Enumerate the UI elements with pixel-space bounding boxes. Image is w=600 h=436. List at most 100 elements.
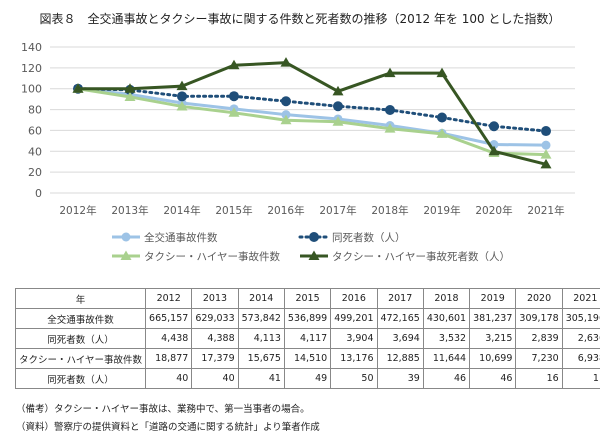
table-cell: 573,842 bbox=[237, 308, 285, 329]
table-cell: 40 bbox=[191, 368, 239, 389]
column-header: 2016 bbox=[330, 288, 378, 309]
table-cell: 499,201 bbox=[330, 308, 378, 329]
column-header: 2014 bbox=[237, 288, 285, 309]
table-cell: 305,196 bbox=[561, 308, 600, 329]
data-point bbox=[280, 114, 292, 125]
data-point bbox=[384, 67, 396, 78]
legend-label: 全交通事故件数 bbox=[144, 231, 218, 244]
table-row: 同死者数（人）40404149503946461611 bbox=[14, 368, 600, 389]
legend-label: タクシー・ハイヤー事故死者数（人） bbox=[332, 250, 510, 263]
data-point bbox=[176, 100, 188, 111]
data-point bbox=[385, 104, 395, 115]
data-point bbox=[229, 91, 239, 102]
table-cell: 50 bbox=[330, 368, 378, 389]
data-point bbox=[332, 116, 344, 126]
x-tick-label: 2012年 bbox=[59, 204, 96, 217]
table-cell: 46 bbox=[422, 368, 471, 389]
table-cell: 430,601 bbox=[422, 308, 471, 329]
x-tick-label: 2020年 bbox=[475, 204, 512, 217]
table-cell: 381,237 bbox=[469, 308, 517, 329]
table-row: タクシー・ハイヤー事故件数 18,877 17,379 15,675 14,510 13,… bbox=[14, 348, 600, 369]
table-cell: 472,165 bbox=[376, 308, 424, 329]
data-point bbox=[489, 121, 499, 132]
table-cell: 11 bbox=[561, 368, 600, 389]
column-header: 年 bbox=[14, 288, 147, 309]
table-cell: 16 bbox=[515, 368, 563, 389]
column-header: 2017 bbox=[376, 288, 424, 309]
x-tick-label: 2019年 bbox=[423, 204, 460, 217]
column-header: 2018 bbox=[422, 288, 471, 309]
y-tick-label: 20 bbox=[28, 166, 42, 179]
table-row: 全交通事故件数 665,157 629,033 573,842 536,899 499,2… bbox=[14, 308, 600, 329]
data-point bbox=[384, 123, 396, 133]
data-point bbox=[177, 91, 187, 102]
x-tick-label: 2016年 bbox=[267, 204, 304, 217]
column-header: 2021 bbox=[561, 288, 600, 309]
data-point bbox=[436, 128, 448, 138]
chart-title: 図表８ 全交通事故とタクシー事故に関する件数と死者数の推移（2012 年を 10… bbox=[39, 12, 561, 26]
series-line bbox=[77, 87, 547, 147]
data-table: 年 2012 2013 2014 2015 2016 2017 2018 2019 2020 202… bbox=[14, 288, 600, 389]
table-cell: 309,178 bbox=[515, 308, 563, 329]
x-tick-label: 2014年 bbox=[163, 204, 200, 217]
table-cell: 3,904 bbox=[330, 328, 378, 349]
note-source: （資料）警察庁の提供資料と「道路の交通に関する統計」より筆者作成 bbox=[16, 422, 320, 433]
data-point bbox=[280, 57, 292, 67]
table-cell: 6,938 bbox=[561, 348, 600, 369]
x-tick-label: 2017年 bbox=[319, 204, 356, 217]
table-cell: 41 bbox=[237, 368, 285, 389]
y-tick-label: 140 bbox=[21, 41, 42, 54]
series-line bbox=[76, 87, 548, 133]
data-point bbox=[124, 83, 136, 93]
row-label: タクシー・ハイヤー事故件数 bbox=[14, 348, 147, 369]
data-point bbox=[333, 101, 343, 112]
data-point bbox=[124, 91, 136, 101]
table-cell: 4,388 bbox=[191, 328, 239, 349]
table-cell: 7,230 bbox=[515, 348, 563, 369]
legend-label: タクシー・ハイヤー事故件数 bbox=[144, 250, 280, 263]
legend-label: 同死者数（人） bbox=[332, 231, 406, 244]
table-header-row: 年 2012 2013 2014 2015 2016 2017 2018 2019 2020 202… bbox=[14, 288, 600, 309]
table-cell: 2,839 bbox=[515, 328, 563, 349]
table-cell: 629,033 bbox=[191, 308, 239, 329]
x-tick-label: 2013年 bbox=[111, 204, 148, 217]
data-point bbox=[488, 145, 500, 156]
table-cell: 17,379 bbox=[191, 348, 239, 369]
table-cell: 39 bbox=[376, 368, 424, 389]
data-point bbox=[72, 83, 84, 93]
row-label: 同死者数（人） bbox=[14, 328, 147, 349]
y-tick-label: 100 bbox=[21, 83, 42, 96]
table-cell: 40 bbox=[145, 368, 193, 389]
table-cell: 4,438 bbox=[145, 328, 193, 349]
data-point bbox=[436, 67, 448, 78]
table-cell: 3,532 bbox=[422, 328, 471, 349]
y-tick-label: 60 bbox=[28, 124, 42, 137]
table-cell: 15,675 bbox=[237, 348, 285, 369]
row-label: 同死者数（人） bbox=[14, 368, 147, 389]
y-tick-label: 120 bbox=[21, 62, 42, 75]
data-point bbox=[332, 85, 344, 96]
table-cell: 3,215 bbox=[469, 328, 517, 349]
series-line bbox=[78, 61, 547, 166]
legend-marker bbox=[309, 232, 319, 242]
x-tick-label: 2015年 bbox=[215, 204, 252, 217]
column-header: 2020 bbox=[515, 288, 563, 309]
note-remarks: （備考）タクシー・ハイヤー事故は、業務中で、第一当事者の場合。 bbox=[16, 404, 310, 415]
y-tick-label: 0 bbox=[35, 187, 42, 200]
data-point bbox=[281, 96, 291, 107]
table-cell: 14,510 bbox=[283, 348, 332, 369]
data-point bbox=[228, 59, 240, 70]
table-cell: 46 bbox=[469, 368, 517, 389]
table-cell: 18,877 bbox=[145, 348, 193, 369]
table-row: 同死者数（人） 4,438 4,388 4,113 4,117 3,904 3,694 3,5… bbox=[14, 328, 600, 349]
table-cell: 10,699 bbox=[469, 348, 517, 369]
table-cell: 49 bbox=[283, 368, 332, 389]
table-cell: 665,157 bbox=[145, 308, 193, 329]
legend-marker bbox=[308, 250, 320, 260]
column-header: 2015 bbox=[283, 288, 332, 309]
table-cell: 4,117 bbox=[283, 328, 332, 349]
data-point bbox=[541, 126, 551, 137]
data-point bbox=[540, 149, 552, 159]
data-point bbox=[176, 80, 188, 91]
